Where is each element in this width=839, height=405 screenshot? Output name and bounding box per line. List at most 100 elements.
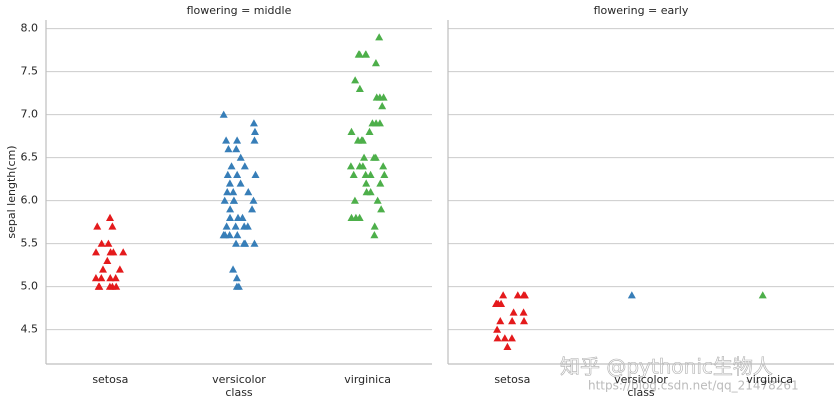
point	[370, 222, 379, 230]
point	[503, 342, 512, 350]
point	[361, 50, 370, 58]
point	[507, 334, 516, 342]
x-tick-label: versicolor	[614, 373, 668, 386]
point	[500, 334, 509, 342]
point	[362, 188, 371, 196]
point	[351, 213, 360, 221]
point	[627, 291, 636, 299]
point	[229, 265, 238, 273]
point	[249, 119, 258, 127]
point	[104, 239, 113, 247]
point	[373, 196, 382, 204]
point	[513, 291, 522, 299]
y-tick-label: 7.0	[21, 108, 39, 121]
point	[222, 136, 231, 144]
point	[240, 222, 249, 230]
point	[508, 317, 517, 325]
point	[220, 196, 229, 204]
point	[249, 196, 258, 204]
y-tick-label: 6.5	[21, 151, 39, 164]
point	[509, 308, 518, 316]
point	[358, 162, 367, 170]
point	[493, 325, 502, 333]
point	[248, 205, 257, 213]
point	[379, 93, 388, 101]
x-tick-label: virginica	[746, 373, 793, 386]
x-tick-label: versicolor	[212, 373, 266, 386]
point	[95, 282, 104, 290]
point	[238, 213, 247, 221]
point	[115, 265, 124, 273]
point	[351, 76, 360, 84]
watermark: 知乎 @pythonic生物人	[560, 355, 773, 379]
point	[103, 256, 112, 264]
point	[233, 170, 242, 178]
point	[371, 153, 380, 161]
point	[360, 153, 369, 161]
x-axis-label: class	[627, 386, 655, 399]
point	[758, 291, 767, 299]
point	[368, 119, 377, 127]
point	[219, 231, 228, 239]
point	[371, 59, 380, 67]
point	[111, 274, 120, 282]
point	[222, 222, 231, 230]
point	[227, 162, 236, 170]
point	[239, 239, 248, 247]
y-tick-label: 4.5	[21, 323, 39, 336]
point	[105, 282, 114, 290]
point	[362, 179, 371, 187]
point	[353, 136, 362, 144]
point	[224, 145, 233, 153]
point	[229, 188, 238, 196]
point	[346, 162, 355, 170]
point	[250, 127, 259, 135]
y-tick-label: 7.5	[21, 65, 39, 78]
point	[380, 170, 389, 178]
point	[119, 248, 128, 256]
point	[109, 248, 118, 256]
point	[354, 50, 363, 58]
point	[99, 265, 108, 273]
y-axis-label: sepal length(cm)	[5, 145, 18, 238]
point	[93, 222, 102, 230]
point	[97, 239, 106, 247]
point	[231, 222, 240, 230]
y-tick-label: 5.5	[21, 237, 39, 250]
point	[106, 213, 115, 221]
point	[97, 274, 106, 282]
point	[92, 248, 101, 256]
x-tick-label: virginica	[344, 373, 391, 386]
point	[232, 274, 241, 282]
point	[350, 196, 359, 204]
point	[106, 274, 115, 282]
point	[225, 179, 234, 187]
point	[232, 282, 241, 290]
point	[499, 291, 508, 299]
point	[244, 188, 253, 196]
point	[492, 299, 501, 307]
point	[226, 213, 235, 221]
point	[379, 162, 388, 170]
point	[250, 136, 259, 144]
point	[232, 239, 241, 247]
x-tick-label: setosa	[92, 373, 128, 386]
point	[236, 179, 245, 187]
point	[91, 274, 100, 282]
point	[229, 196, 238, 204]
point	[376, 179, 385, 187]
watermark-url: https://blog.csdn.net/qq_21478261	[588, 379, 799, 393]
panel-title: flowering = middle	[187, 4, 292, 17]
point	[236, 153, 245, 161]
point	[250, 239, 259, 247]
point	[226, 205, 235, 213]
point	[219, 110, 228, 118]
point	[519, 291, 528, 299]
point	[365, 127, 374, 135]
point	[349, 170, 358, 178]
point	[233, 136, 242, 144]
point	[108, 222, 117, 230]
point	[251, 170, 260, 178]
point	[519, 308, 528, 316]
point	[347, 127, 356, 135]
